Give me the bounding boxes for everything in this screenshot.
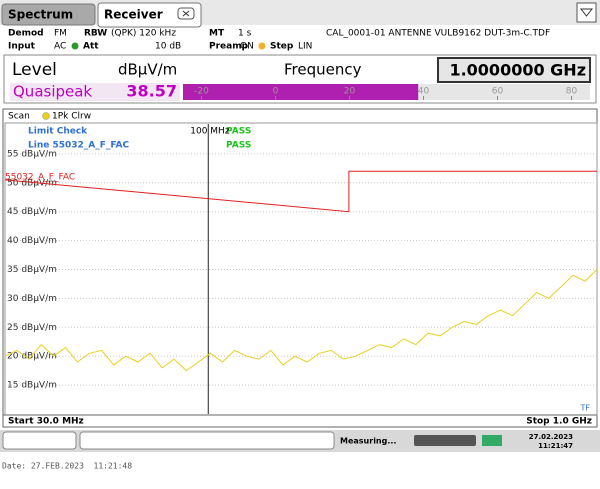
y-tick-label: 20 dBµV/m (7, 352, 57, 362)
bar-tick-label: 60 (492, 87, 504, 97)
limit-line (4, 170, 597, 213)
bar-tick-label: 20 (344, 87, 356, 97)
info-value: CAL_0001-01 ANTENNE VULB9162 DUT-3m-C.TD… (326, 29, 550, 39)
bar-tick-label: 80 (566, 87, 578, 97)
network-icon (482, 435, 502, 446)
tf-label: TF (580, 404, 591, 413)
limit-result: PASS (226, 127, 251, 137)
limit-result: PASS (226, 141, 251, 151)
info-value: (QPK) 120 kHz (111, 29, 176, 39)
info-value: LIN (298, 42, 312, 52)
info-label: RBW (84, 29, 107, 39)
tab-label: Spectrum (8, 8, 73, 22)
limit-name: 55032_A_F_FAC (5, 172, 75, 182)
info-label: Input (8, 42, 36, 52)
level-reading: 38.57 (126, 82, 177, 101)
detector-box (10, 83, 180, 101)
tab-label: Receiver (104, 8, 163, 22)
trace (4, 269, 598, 372)
status-dot (71, 42, 79, 50)
status-state: Measuring... (340, 437, 396, 446)
trace-label: 1Pk Clrw (52, 112, 91, 122)
bar-tick-label: 40 (418, 87, 430, 97)
trace-dot (42, 112, 50, 120)
info-label: Demod (8, 29, 44, 39)
y-tick-label: 25 dBµV/m (7, 323, 57, 333)
bar-tick-label: 0 (273, 87, 279, 97)
info-value: 1 s (238, 29, 252, 39)
y-tick-label: 30 dBµV/m (7, 294, 57, 304)
bar-tick-label: -20 (194, 87, 209, 97)
level-unit: dBµV/m (118, 61, 177, 79)
status-time: 11:21:47 (538, 442, 573, 450)
level-bar-fill (183, 84, 419, 100)
status-dot (258, 42, 266, 50)
status-date: 27.02.2023 (529, 433, 573, 441)
level-label: Level (12, 60, 57, 80)
limit-line-label: Line 55032_A_F_FAC (28, 141, 129, 151)
y-tick-label: 15 dBµV/m (7, 381, 57, 391)
info-value: AC (54, 42, 66, 52)
menu-icon[interactable] (576, 2, 597, 23)
info-label: Step (270, 42, 294, 52)
y-tick-label: 50 dBµV/m (7, 178, 57, 188)
close-icon-x (182, 10, 190, 17)
stop-label: Stop 1.0 GHz (526, 417, 592, 427)
info-value: FM (54, 29, 67, 39)
detector: Quasipeak (13, 83, 92, 101)
info-value: ON (240, 42, 254, 52)
info-label: Preamp (209, 42, 249, 52)
y-tick-label: 35 dBµV/m (7, 265, 57, 275)
status-field (79, 431, 335, 450)
frequency-label: Frequency (284, 61, 362, 79)
marker-label: 100 MHz (190, 127, 230, 137)
info-label: Att (83, 42, 99, 52)
menu-icon-glyph (579, 8, 594, 17)
frequency-box[interactable] (437, 57, 591, 83)
start-label: Start 30.0 MHz (8, 417, 84, 427)
footer-date: Date: 27.FEB.2023 11:21:48 (2, 462, 132, 471)
chart-header: Scan (8, 112, 30, 122)
limit-check: Limit Check (28, 127, 88, 137)
info-value: 10 dB (155, 42, 181, 52)
progress-bar (414, 435, 476, 446)
frequency-value: 1.0000000 GHz (449, 61, 586, 80)
y-tick-label: 55 dBµV/m (7, 149, 57, 159)
y-tick-label: 45 dBµV/m (7, 207, 57, 217)
plot-area (4, 122, 598, 416)
receiver-tab[interactable] (97, 2, 202, 28)
spectrum-tab[interactable] (1, 3, 96, 26)
info-label: MT (209, 29, 225, 39)
status-field (2, 431, 77, 450)
y-tick-label: 40 dBµV/m (7, 236, 57, 246)
